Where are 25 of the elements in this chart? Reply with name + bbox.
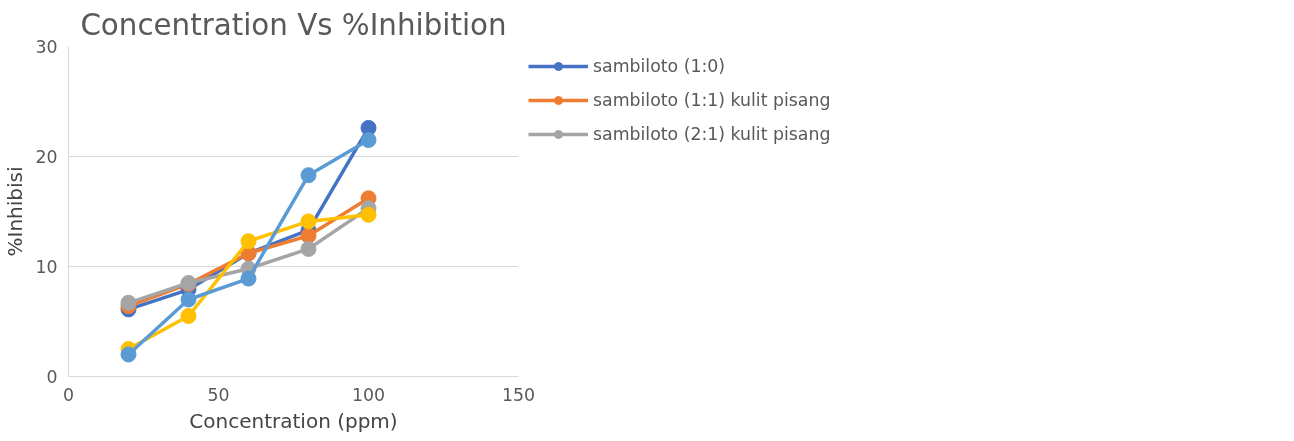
point	[360, 132, 377, 148]
point	[300, 167, 317, 184]
y-tick-label: 30	[35, 37, 58, 57]
point	[360, 206, 377, 223]
y-axis-title: %Inhibisi	[3, 166, 28, 257]
point	[240, 233, 257, 250]
legend-label: sambiloto (1:1) kulit pisang	[593, 90, 831, 110]
point	[240, 270, 257, 287]
legend-label: sambiloto (2:1) kulit pisang	[593, 124, 831, 144]
y-tick-label: 10	[35, 257, 58, 277]
x-tick-label: 150	[501, 384, 536, 405]
point	[180, 308, 197, 324]
x-tick-label: 50	[207, 384, 230, 405]
point	[300, 240, 317, 257]
point	[120, 346, 137, 363]
point	[300, 213, 317, 230]
y-tick-label: 0	[46, 367, 58, 387]
x-axis-title: Concentration (ppm)	[189, 408, 398, 433]
point	[180, 291, 197, 308]
x-tick-label: 100	[351, 384, 386, 405]
point	[120, 294, 137, 311]
y-tick-label: 20	[35, 147, 58, 167]
x-tick-label: 0	[62, 384, 75, 405]
legend-label: sambiloto (1:0)	[593, 56, 726, 76]
chart-title: Concentration Vs %Inhibition	[80, 7, 507, 42]
